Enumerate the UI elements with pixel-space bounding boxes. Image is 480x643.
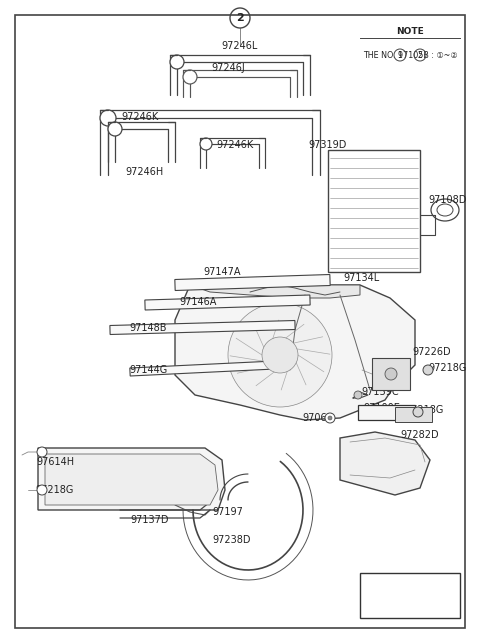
Text: 97197: 97197	[213, 507, 243, 517]
Text: 97148B: 97148B	[129, 323, 167, 333]
Text: 97067: 97067	[302, 413, 334, 423]
Circle shape	[183, 70, 197, 84]
Text: THE NO. 97105B : ①~②: THE NO. 97105B : ①~②	[363, 51, 457, 60]
Text: 97246H: 97246H	[126, 167, 164, 177]
Text: 97144G: 97144G	[129, 365, 167, 375]
Text: 97246K: 97246K	[121, 112, 158, 122]
Polygon shape	[110, 320, 295, 334]
Circle shape	[100, 110, 116, 126]
Circle shape	[262, 337, 298, 373]
Text: 97218G: 97218G	[429, 363, 467, 373]
Text: 97159C: 97159C	[361, 387, 399, 397]
Polygon shape	[395, 407, 432, 422]
Polygon shape	[38, 448, 225, 510]
Polygon shape	[372, 358, 410, 390]
Polygon shape	[45, 454, 218, 505]
Circle shape	[325, 413, 335, 423]
Text: 97282D: 97282D	[401, 430, 439, 440]
Text: 97238D: 97238D	[213, 535, 251, 545]
Text: 97246L: 97246L	[222, 41, 258, 51]
Text: NOTE: NOTE	[396, 28, 424, 37]
Text: 97137D: 97137D	[131, 515, 169, 525]
Text: 2: 2	[418, 51, 422, 60]
Polygon shape	[145, 295, 310, 310]
Bar	[360, 573, 460, 618]
Circle shape	[328, 416, 332, 420]
Text: 97146A: 97146A	[180, 297, 216, 307]
Circle shape	[423, 365, 433, 375]
Polygon shape	[328, 150, 420, 272]
Polygon shape	[340, 432, 430, 495]
Text: 97246J: 97246J	[211, 63, 245, 73]
Text: 97319D: 97319D	[309, 140, 347, 150]
Text: 97246K: 97246K	[216, 140, 253, 150]
Circle shape	[200, 138, 212, 150]
Circle shape	[37, 485, 47, 495]
Text: 97218G: 97218G	[406, 405, 444, 415]
Circle shape	[385, 368, 397, 380]
Polygon shape	[175, 285, 415, 420]
Text: 97218G: 97218G	[36, 485, 74, 495]
Circle shape	[228, 303, 332, 407]
Polygon shape	[130, 361, 275, 376]
Text: 2: 2	[236, 13, 244, 23]
Circle shape	[170, 55, 184, 69]
Text: 97134L: 97134L	[344, 273, 380, 283]
Circle shape	[108, 122, 122, 136]
Circle shape	[37, 447, 47, 457]
Text: 1: 1	[397, 51, 402, 60]
Text: 97226D: 97226D	[413, 347, 451, 357]
Circle shape	[354, 391, 362, 399]
Text: 97147A: 97147A	[203, 267, 241, 277]
Text: 97100E: 97100E	[363, 403, 400, 413]
Text: 97614H: 97614H	[36, 457, 74, 467]
Polygon shape	[358, 405, 415, 420]
Text: 97108D: 97108D	[429, 195, 467, 205]
Circle shape	[413, 407, 423, 417]
Polygon shape	[175, 275, 330, 291]
Polygon shape	[190, 285, 360, 298]
